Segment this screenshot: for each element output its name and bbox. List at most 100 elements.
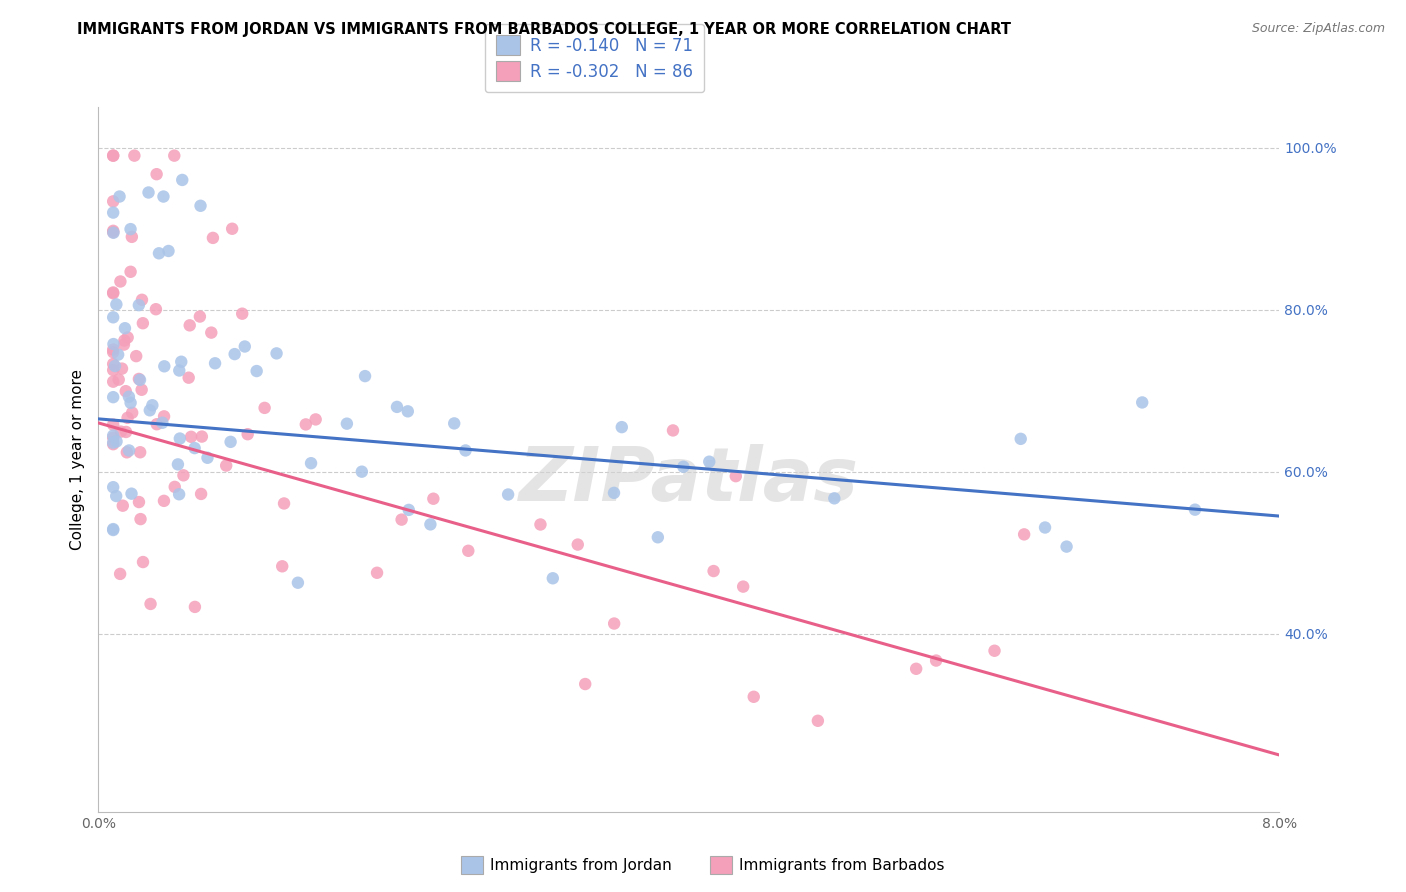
Point (925, 654, 948, 668)
Point (129, 373, 152, 387)
Point (128, 298, 150, 312)
Point (120, 265, 142, 279)
Point (233, 339, 256, 353)
Point (111, 361, 134, 376)
Point (541, 571, 564, 585)
Point (131, 293, 153, 307)
Point (103, 523, 125, 537)
Point (108, 566, 131, 581)
Point (163, 480, 186, 494)
Point (105, 297, 128, 311)
Point (121, 486, 143, 500)
Point (132, 555, 155, 569)
Point (201, 231, 224, 245)
Point (125, 349, 148, 363)
Point (1033, 520, 1056, 534)
Point (305, 412, 328, 426)
Point (385, 400, 408, 414)
Point (108, 189, 131, 203)
Point (103, 148, 125, 162)
Point (153, 493, 176, 508)
Point (733, 580, 755, 594)
Point (610, 420, 633, 434)
Point (823, 491, 845, 506)
Point (103, 522, 125, 536)
Point (419, 517, 441, 532)
Point (398, 503, 420, 517)
Point (111, 499, 134, 513)
Point (1010, 432, 1032, 446)
Point (103, 435, 125, 450)
Point (110, 425, 132, 439)
Point (672, 459, 695, 474)
Legend: R = -0.140   N = 71, R = -0.302   N = 86: R = -0.140 N = 71, R = -0.302 N = 86 (485, 24, 704, 92)
Point (129, 512, 152, 526)
Point (224, 347, 246, 361)
Text: IMMIGRANTS FROM JORDAN VS IMMIGRANTS FROM BARBADOS COLLEGE, 1 YEAR OR MORE CORRE: IMMIGRANTS FROM JORDAN VS IMMIGRANTS FRO… (77, 22, 1011, 37)
Point (118, 390, 141, 404)
Point (180, 430, 202, 444)
Point (103, 148, 125, 162)
Point (139, 403, 162, 417)
Point (103, 194, 125, 209)
Point (114, 321, 136, 335)
Point (724, 469, 747, 483)
Point (703, 564, 725, 578)
Point (253, 401, 276, 415)
Legend: Immigrants from Jordan, Immigrants from Barbados: Immigrants from Jordan, Immigrants from … (456, 850, 950, 880)
Point (197, 450, 219, 465)
Point (1130, 395, 1153, 409)
Point (139, 597, 162, 611)
Point (121, 406, 143, 420)
Point (103, 225, 125, 239)
Point (697, 455, 720, 469)
Point (299, 456, 322, 470)
Point (204, 356, 226, 370)
Point (391, 513, 413, 527)
Point (1184, 502, 1206, 516)
Point (157, 244, 180, 258)
Point (120, 222, 142, 236)
Point (103, 310, 125, 325)
Point (146, 417, 169, 432)
Point (190, 199, 212, 213)
Point (231, 307, 253, 321)
Y-axis label: College, 1 year or more: College, 1 year or more (69, 369, 84, 549)
Point (807, 714, 830, 728)
Point (294, 417, 316, 432)
Point (163, 148, 186, 162)
Point (107, 373, 129, 387)
Point (153, 359, 176, 374)
Point (191, 429, 214, 443)
Point (152, 189, 174, 203)
Point (1012, 527, 1035, 541)
Point (103, 363, 125, 377)
Point (350, 465, 373, 479)
Point (496, 487, 519, 501)
Point (354, 369, 377, 384)
Point (742, 690, 765, 704)
Point (105, 489, 128, 503)
Point (179, 318, 201, 333)
Point (170, 355, 193, 369)
Point (983, 644, 1005, 658)
Point (114, 384, 136, 399)
Point (112, 337, 135, 351)
Point (117, 410, 139, 425)
Point (150, 416, 173, 430)
Point (103, 286, 125, 301)
Point (115, 445, 138, 459)
Point (128, 495, 150, 509)
Point (107, 348, 129, 362)
Point (336, 417, 359, 431)
Point (266, 346, 288, 360)
Point (103, 428, 125, 442)
Point (221, 221, 243, 235)
Point (183, 441, 205, 455)
Point (138, 186, 160, 200)
Point (103, 224, 125, 238)
Point (118, 443, 141, 458)
Point (454, 443, 477, 458)
Point (457, 543, 479, 558)
Point (103, 375, 125, 389)
